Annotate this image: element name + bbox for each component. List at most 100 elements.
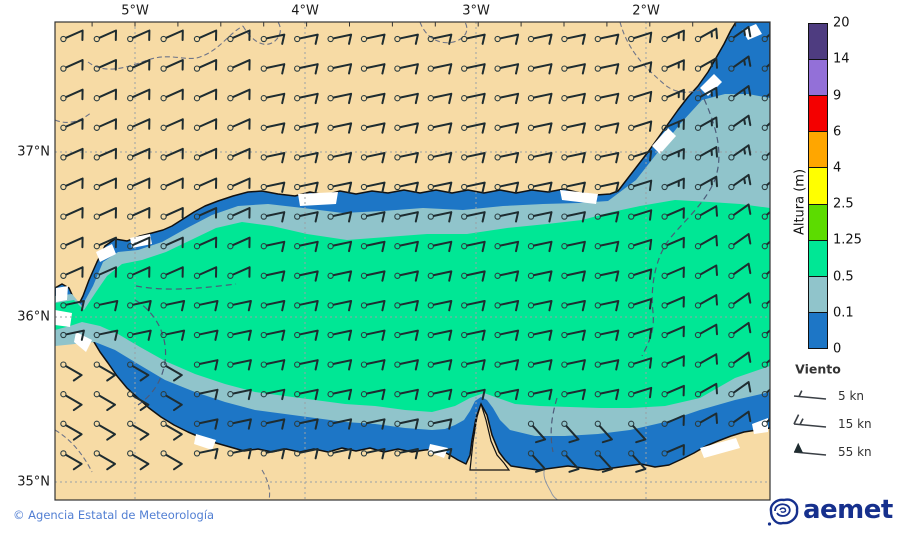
wind-barb [461, 300, 486, 312]
barb-shaft [332, 92, 353, 105]
wind-barb [193, 88, 218, 102]
wind-barb [594, 240, 620, 253]
station-circle [694, 95, 702, 102]
wind-barb [527, 388, 553, 401]
wind-barb [628, 179, 653, 192]
colorbar-segment [809, 96, 827, 133]
barb-shaft [132, 59, 151, 71]
station-circle [127, 154, 134, 161]
barb-shaft [165, 118, 184, 130]
wind-barb [728, 410, 752, 427]
barb-shaft [199, 359, 219, 371]
station-circle [127, 95, 134, 102]
barb-shaft [699, 116, 718, 128]
wind-barb [360, 152, 386, 164]
wind-barb [160, 391, 183, 412]
wind-barb [394, 152, 419, 164]
barb-shaft [499, 300, 520, 312]
wind-barb [661, 384, 685, 398]
station-circle [127, 65, 134, 72]
barb-shaft [299, 122, 319, 134]
wind-barb [294, 448, 319, 460]
barb-shaft [633, 120, 653, 132]
barb-shaft [633, 179, 653, 192]
colorbar-tick-label: 9 [833, 88, 842, 104]
barb-shaft [733, 203, 752, 216]
wind-barb [427, 240, 453, 253]
barb-shaft [733, 144, 752, 157]
barb-shaft [599, 33, 620, 45]
station-circle [160, 213, 167, 220]
logo-outer-swirl [769, 498, 799, 525]
barb-shaft [499, 152, 520, 164]
wind-barb [93, 420, 116, 441]
station-circle [227, 272, 234, 279]
barb-shaft [366, 63, 386, 75]
barb-shaft [98, 207, 117, 219]
barb-shaft [699, 294, 718, 306]
wind-barb [327, 300, 353, 312]
barb-shaft [566, 300, 586, 312]
barb-shaft [733, 321, 752, 335]
wind-barb [327, 211, 353, 223]
barb-shaft [65, 365, 83, 382]
barb-shaft [466, 270, 486, 282]
wind-barb [227, 88, 251, 102]
barb-shaft [232, 329, 252, 341]
wind-barb [260, 63, 286, 75]
barb-shaft [299, 152, 319, 164]
barb-shaft [366, 122, 386, 134]
wind-barb [594, 33, 620, 45]
no-data-patch [56, 286, 68, 302]
colorbar-title: Altura (m) [792, 168, 808, 236]
barb-shaft [432, 418, 453, 430]
wind-barb [294, 300, 319, 312]
wind-barb [260, 418, 286, 430]
station-circle [60, 213, 67, 220]
wind-barb [561, 92, 586, 105]
station-circle [160, 183, 167, 191]
wind-barb [427, 270, 453, 282]
station-circle [694, 124, 702, 131]
wind-barb [294, 122, 319, 134]
barb-shaft [198, 88, 218, 101]
barb-shaft [366, 211, 386, 223]
barb-shaft [299, 33, 319, 45]
barb-shaft [366, 388, 386, 401]
barb-shaft [132, 207, 151, 219]
station-circle [761, 331, 768, 339]
wind-barb [260, 388, 286, 401]
wind-barb [561, 181, 586, 193]
station-circle [227, 154, 234, 161]
barb-shaft [65, 118, 84, 130]
wind-barb [227, 177, 251, 191]
wind-barb [661, 118, 685, 131]
barb-shaft [599, 63, 620, 75]
barb-shaft [132, 329, 152, 341]
wind-barb [594, 122, 620, 134]
barb-shaft [366, 418, 386, 430]
station-circle [628, 272, 635, 279]
station-circle [127, 35, 134, 43]
barb-shaft [165, 365, 183, 382]
wind-barb [661, 355, 685, 368]
station-circle [193, 95, 201, 102]
wind-barb [394, 388, 419, 401]
barb-shaft [299, 181, 319, 193]
barb-shaft [132, 300, 152, 312]
barb-shaft [633, 31, 653, 44]
station-circle [60, 391, 67, 398]
barb-shaft [399, 122, 419, 134]
barb-shaft [699, 412, 718, 424]
admin-border-dashed [55, 429, 93, 473]
station-circle [661, 243, 668, 250]
wind-barb [260, 33, 286, 45]
wind-barb [294, 240, 319, 253]
barb-shaft [633, 61, 653, 73]
wind-barb [394, 300, 419, 312]
wind-barb [628, 450, 647, 473]
station-circle [628, 213, 635, 220]
barb-shaft [432, 152, 453, 164]
barb-shaft [65, 424, 83, 441]
station-circle [60, 243, 67, 250]
